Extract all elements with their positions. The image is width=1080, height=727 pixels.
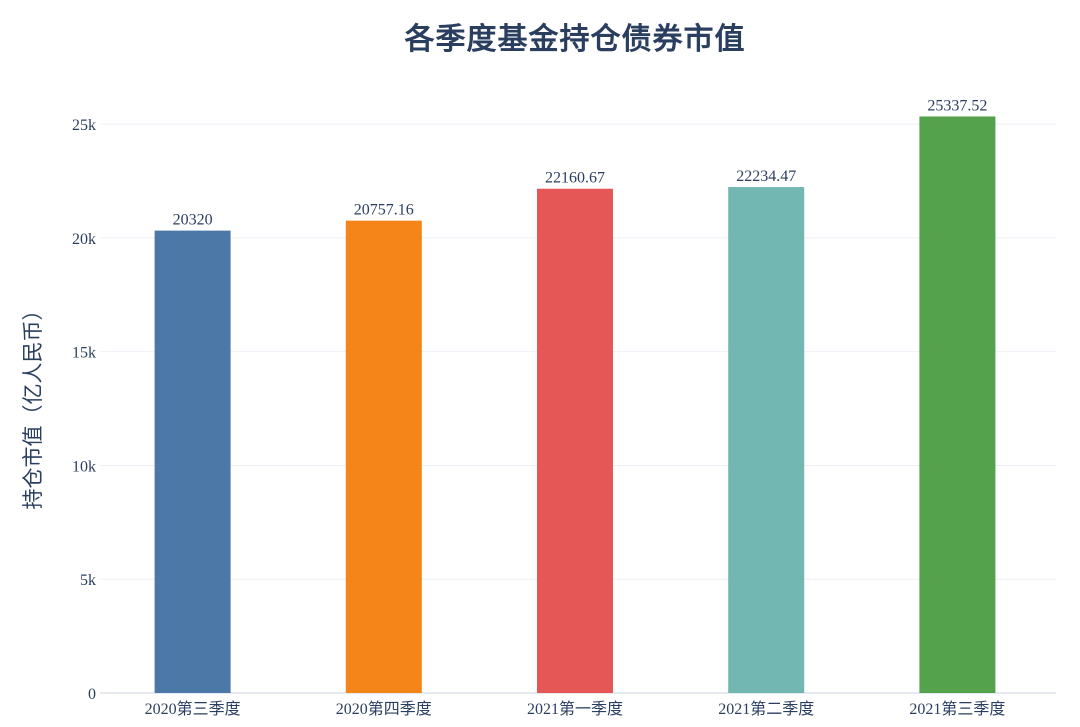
bar-value-label: 20320 [173,212,213,229]
bar-value-label: 22234.47 [736,168,796,185]
x-axis-ticks: 2020第三季度 2020第四季度 2021第一季度 2021第二季度 2021第三季度 [145,700,1006,718]
x-tick-label: 2021第一季度 [527,700,623,718]
bars [154,116,996,694]
x-tick-label: 2020第四季度 [336,700,432,718]
bar-value-label: 20757.16 [354,202,414,219]
data-labels: 20320 20757.16 22160.67 22234.47 25337.52 [173,97,988,228]
y-tick-label: 10k [72,458,96,475]
bar[interactable] [919,116,996,693]
x-tick-label: 2020第三季度 [145,700,241,718]
y-tick-label: 15k [72,345,96,362]
y-axis-title: 持仓市值（亿人民币） [21,300,45,510]
y-axis-ticks: 0 5k 10k 15k 20k 25k [72,117,96,703]
bar-value-label: 25337.52 [927,97,987,114]
bar[interactable] [537,188,613,693]
bar[interactable] [728,187,805,694]
x-tick-label: 2021第三季度 [909,700,1005,718]
y-tick-label: 5k [80,572,96,589]
x-tick-label: 2021第二季度 [718,700,814,718]
y-tick-label: 0 [88,686,96,703]
bar[interactable] [154,230,231,693]
y-tick-label: 25k [72,117,96,134]
y-tick-label: 20k [72,231,96,248]
bar-value-label: 22160.67 [545,170,605,187]
bar[interactable] [345,220,422,693]
chart-title: 各季度基金持仓债券市值 [404,22,746,57]
